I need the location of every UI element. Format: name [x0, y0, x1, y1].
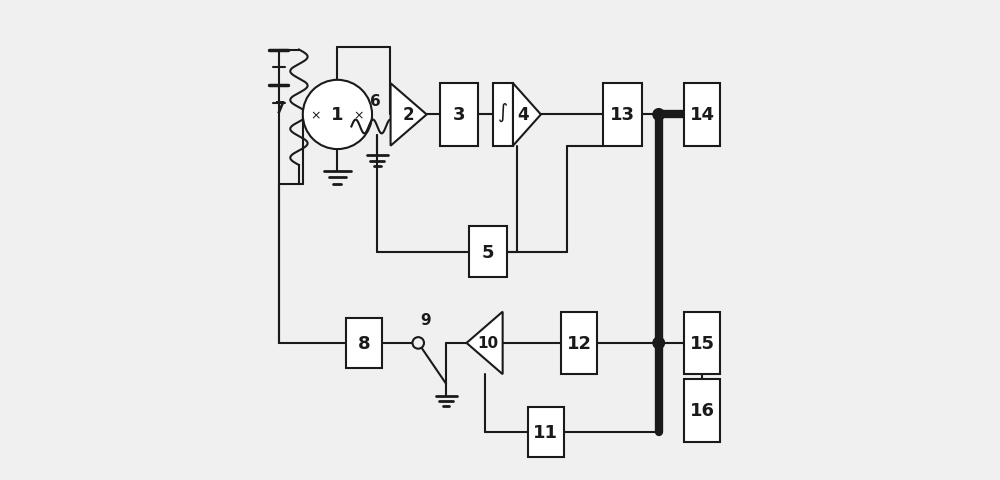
Text: 12: 12	[567, 334, 592, 352]
Text: 10: 10	[477, 336, 498, 351]
Bar	[440, 84, 478, 146]
Text: 2: 2	[403, 106, 414, 124]
Text: ×: ×	[311, 108, 321, 122]
Circle shape	[412, 337, 424, 349]
Bar	[346, 318, 382, 369]
Text: 14: 14	[690, 106, 715, 124]
Bar	[528, 407, 564, 457]
Text: 7: 7	[275, 100, 286, 116]
Polygon shape	[467, 312, 503, 374]
Text: 13: 13	[610, 106, 635, 124]
Text: 9: 9	[420, 312, 431, 328]
Bar	[469, 227, 507, 277]
Text: 1: 1	[331, 106, 344, 124]
Bar	[603, 84, 642, 146]
Bar	[561, 312, 597, 374]
Circle shape	[303, 81, 372, 150]
Text: 4: 4	[517, 106, 528, 124]
Bar	[684, 84, 720, 146]
Bar	[684, 312, 720, 374]
Text: 5: 5	[482, 243, 494, 261]
Polygon shape	[513, 84, 541, 146]
Circle shape	[653, 337, 665, 349]
Text: 16: 16	[690, 401, 715, 420]
Text: ×: ×	[354, 108, 364, 122]
Text: 11: 11	[533, 423, 558, 441]
Text: 8: 8	[358, 334, 371, 352]
Text: 15: 15	[690, 334, 715, 352]
Circle shape	[653, 109, 665, 121]
Bar	[493, 84, 513, 146]
Text: $\int$: $\int$	[497, 102, 508, 124]
Bar	[684, 379, 720, 442]
Text: 3: 3	[453, 106, 465, 124]
Polygon shape	[391, 84, 427, 146]
Text: 6: 6	[370, 93, 380, 108]
